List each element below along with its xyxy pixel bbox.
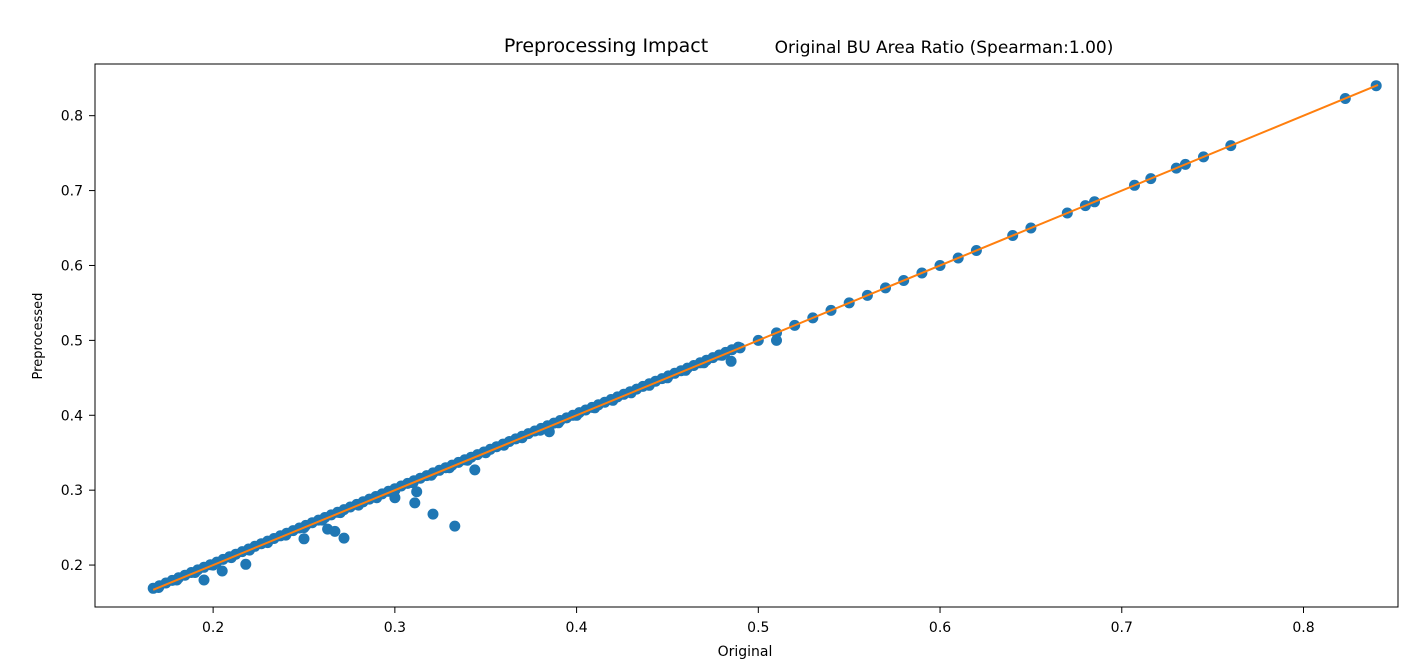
scatter-point — [298, 533, 310, 545]
plot-area — [147, 80, 1382, 594]
scatter-point — [216, 565, 228, 577]
x-tick-label: 0.6 — [929, 620, 951, 636]
y-axis-label: Preprocessed — [31, 293, 46, 380]
y-tick-label: 0.2 — [61, 558, 83, 574]
x-tick-label: 0.8 — [1292, 620, 1314, 636]
x-tick-label: 0.7 — [1111, 620, 1133, 636]
fit-line — [152, 84, 1379, 591]
scatter-point — [543, 426, 555, 438]
scatter-point — [329, 525, 341, 537]
scatter-point — [411, 486, 423, 498]
scatter-point — [449, 520, 461, 532]
x-tick-label: 0.3 — [384, 620, 406, 636]
scatter-point — [389, 492, 401, 504]
x-axis: 0.2 0.3 0.4 0.5 0.6 0.7 0.8 — [202, 607, 1315, 636]
x-axis-label: Original — [718, 644, 773, 660]
y-tick-label: 0.7 — [61, 184, 83, 200]
scatter-point — [198, 574, 210, 586]
suptitle: Preprocessing Impact — [504, 35, 708, 57]
scatter-point — [338, 532, 350, 544]
y-tick-label: 0.5 — [61, 333, 83, 349]
scatter-point — [771, 334, 782, 346]
y-axis: 0.2 0.3 0.4 0.5 0.6 0.7 0.8 — [61, 109, 95, 574]
y-tick-label: 0.4 — [61, 408, 83, 424]
axes-frame — [94, 63, 1399, 608]
scatter-point — [725, 355, 737, 367]
scatter-point — [469, 464, 481, 476]
y-tick-label: 0.8 — [61, 109, 83, 125]
scatter-point — [427, 508, 439, 520]
chart-title: Original BU Area Ratio (Spearman:1.00) — [775, 38, 1114, 58]
y-tick-label: 0.3 — [61, 483, 83, 499]
scatter-point — [409, 497, 421, 509]
scatter-point — [240, 558, 252, 570]
x-tick-label: 0.5 — [747, 620, 769, 636]
x-tick-label: 0.4 — [565, 620, 587, 636]
y-tick-label: 0.6 — [61, 258, 83, 274]
x-tick-label: 0.2 — [202, 620, 224, 636]
